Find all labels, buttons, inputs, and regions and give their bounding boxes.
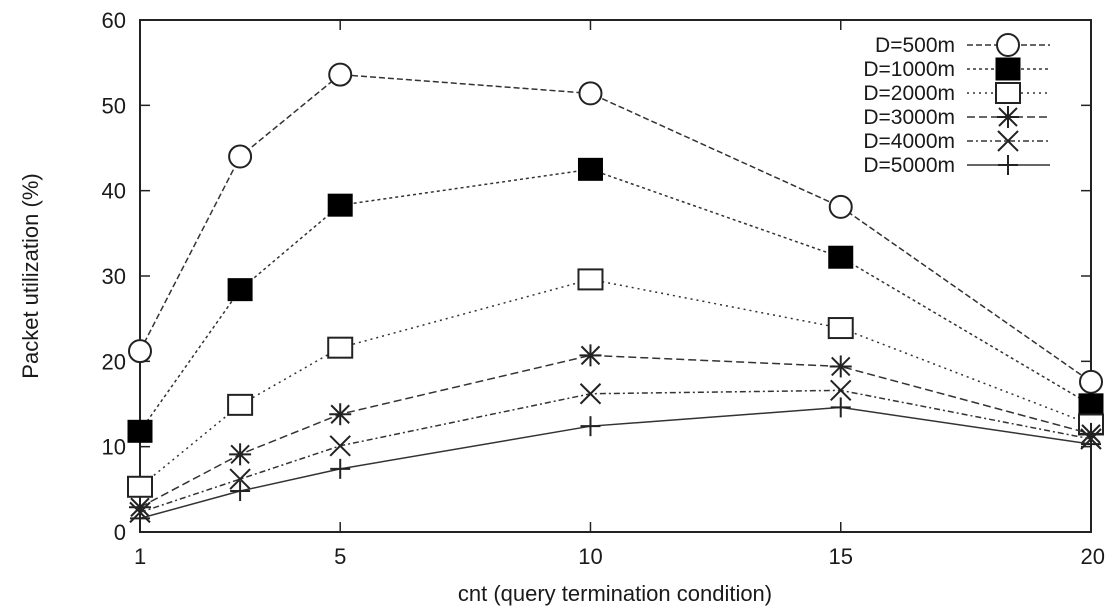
data-point: [1078, 393, 1104, 417]
data-point: [127, 419, 153, 443]
data-point: [327, 193, 353, 217]
series-D=4000m: [129, 379, 1102, 524]
legend-label: D=4000m: [863, 130, 955, 153]
data-point: [330, 458, 351, 479]
series-group: [127, 62, 1104, 529]
data-point: [579, 383, 602, 405]
series-line: [139, 73, 1092, 383]
data-point: [327, 336, 354, 359]
series-D=3000m: [129, 344, 1102, 519]
legend-item: D=4000m: [863, 130, 1050, 153]
legend-marker: [996, 33, 1020, 57]
data-point: [229, 443, 252, 466]
data-point: [227, 393, 254, 416]
y-tick-label: 60: [102, 8, 126, 33]
data-point: [577, 268, 604, 291]
data-point: [1081, 434, 1101, 455]
data-point: [579, 344, 602, 367]
x-tick-label: 15: [828, 544, 852, 569]
series-line: [139, 406, 1092, 520]
data-point: [828, 194, 853, 219]
legend: D=500mD=1000mD=2000mD=3000mD=4000mD=5000…: [863, 33, 1050, 177]
y-tick-label: 10: [102, 435, 126, 460]
data-point: [328, 62, 353, 87]
data-point: [830, 397, 851, 418]
legend-label: D=3000m: [863, 106, 955, 129]
legend-marker: [995, 82, 1021, 104]
data-point: [227, 278, 253, 302]
legend-item: D=3000m: [863, 106, 1050, 129]
series-line: [139, 278, 1092, 488]
data-point: [229, 468, 251, 490]
data-point: [828, 245, 854, 269]
legend-item: D=2000m: [863, 82, 1050, 105]
series-D=5000m: [130, 397, 1101, 529]
legend-label: D=1000m: [863, 58, 955, 81]
series-line: [139, 168, 1092, 432]
series-line: [139, 389, 1092, 514]
legend-marker: [998, 155, 1018, 175]
legend-marker: [995, 57, 1021, 81]
legend-marker: [997, 130, 1019, 152]
legend-item: D=5000m: [863, 154, 1050, 177]
x-tick-label: 10: [578, 544, 602, 569]
y-tick-label: 50: [102, 93, 126, 118]
series-D=2000m: [127, 268, 1104, 498]
legend-label: D=500m: [875, 34, 955, 57]
legend-item: D=1000m: [863, 57, 1050, 81]
data-point: [577, 157, 603, 181]
x-axis-label: cnt (query termination condition): [458, 581, 772, 606]
x-tick-label: 20: [1081, 544, 1105, 569]
y-tick-label: 40: [102, 179, 126, 204]
data-point: [128, 339, 152, 364]
y-axis-label: Packet utilization (%): [18, 173, 43, 378]
legend-label: D=2000m: [863, 82, 955, 105]
y-tick-label: 20: [102, 349, 126, 374]
data-point: [329, 403, 352, 426]
legend-marker: [997, 106, 1019, 128]
y-tick-label: 0: [114, 520, 126, 545]
data-point: [1080, 422, 1102, 445]
series-D=1000m: [127, 157, 1104, 443]
data-point: [829, 355, 852, 378]
legend-label: D=5000m: [863, 154, 955, 177]
data-point: [580, 416, 601, 437]
x-tick-label: 1: [134, 544, 146, 569]
data-point: [827, 317, 854, 340]
legend-item: D=500m: [875, 33, 1050, 57]
data-point: [228, 144, 253, 169]
data-point: [130, 508, 150, 529]
data-point: [1079, 369, 1103, 394]
series-line: [139, 354, 1092, 508]
data-point: [830, 379, 852, 402]
data-point: [329, 435, 351, 457]
data-point: [230, 481, 251, 502]
y-tick-label: 30: [102, 264, 126, 289]
x-tick-label: 5: [334, 544, 346, 569]
data-point: [578, 81, 603, 106]
series-D=500m: [128, 62, 1103, 394]
data-point: [127, 475, 153, 498]
